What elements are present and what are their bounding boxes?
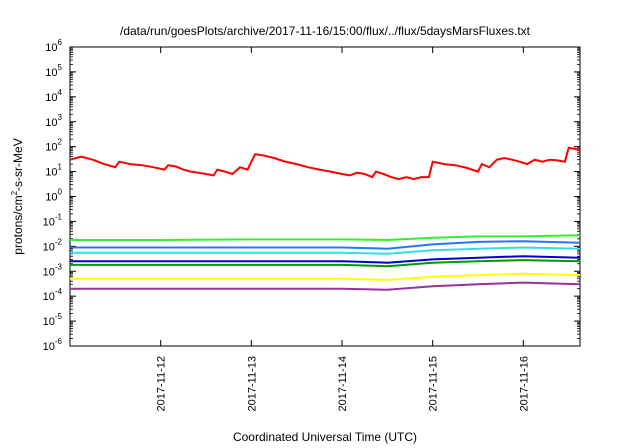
series-line-green	[70, 234, 580, 242]
y-tick-exponent: 6	[58, 38, 63, 47]
y-tick-label: 10-4	[43, 287, 63, 303]
y-tick-mantissa: 10	[45, 67, 57, 79]
x-tick-label: 2017-11-16	[518, 356, 530, 411]
y-tick-exponent: -1	[55, 212, 63, 221]
plot-frame	[69, 46, 581, 347]
y-tick-label: 10-5	[43, 312, 63, 328]
y-tick-exponent: -4	[55, 287, 63, 296]
y-tick-exponent: 1	[58, 163, 63, 172]
y-tick-label: 100	[45, 188, 62, 204]
y-tick-label: 10-3	[43, 262, 63, 278]
y-tick-exponent: 4	[58, 88, 63, 97]
series-line-cyan	[70, 246, 580, 255]
y-tick-mantissa: 10	[45, 42, 57, 54]
y-tick-exponent: 3	[58, 113, 63, 122]
y-tick-label: 106	[45, 38, 62, 54]
series-line-darkblue	[70, 255, 580, 264]
y-axis-title: protons/cm2-s-sr-MeV	[10, 138, 25, 254]
y-tick-exponent: 5	[58, 63, 63, 72]
y-axis-title-suffix: -s-sr-MeV	[11, 138, 25, 191]
y-tick-mantissa: 10	[43, 341, 55, 353]
y-tick-exponent: -6	[55, 337, 63, 346]
x-axis-title: Coordinated Universal Time (UTC)	[233, 430, 417, 444]
plot-layer: 10-610-510-410-310-210-11001011021031041…	[43, 38, 581, 411]
y-tick-mantissa: 10	[45, 92, 57, 104]
y-axis-title-superscript: 2	[10, 190, 19, 195]
y-tick-mantissa: 10	[43, 241, 55, 253]
y-tick-mantissa: 10	[43, 216, 55, 228]
x-tick-label: 2017-11-12	[156, 356, 168, 411]
series-line-purple	[70, 281, 580, 291]
y-tick-exponent: -5	[55, 312, 63, 321]
y-tick-mantissa: 10	[45, 192, 57, 204]
y-tick-mantissa: 10	[43, 316, 55, 328]
y-tick-label: 105	[45, 63, 62, 79]
y-tick-label: 103	[45, 113, 62, 129]
y-tick-exponent: 2	[58, 138, 63, 147]
series-line-red	[70, 146, 580, 181]
y-tick-mantissa: 10	[45, 117, 57, 129]
y-tick-label: 10-1	[43, 212, 63, 228]
y-tick-mantissa: 10	[43, 266, 55, 278]
x-tick-label: 2017-11-15	[428, 356, 440, 411]
y-tick-label: 102	[45, 138, 62, 154]
x-tick-label: 2017-11-14	[337, 356, 349, 411]
y-tick-exponent: -3	[55, 262, 63, 271]
chart-title: /data/run/goesPlots/archive/2017-11-16/1…	[120, 24, 531, 38]
y-tick-exponent: 0	[58, 188, 63, 197]
y-tick-label: 104	[45, 88, 62, 104]
x-tick-label: 2017-11-13	[246, 356, 258, 411]
y-tick-label: 10-6	[43, 337, 63, 353]
series-line-darkgreen	[70, 259, 580, 268]
y-tick-mantissa: 10	[45, 167, 57, 179]
y-tick-label: 101	[45, 163, 62, 179]
y-tick-mantissa: 10	[43, 291, 55, 303]
y-tick-exponent: -2	[55, 237, 63, 246]
y-tick-label: 10-2	[43, 237, 63, 253]
series-line-blue	[70, 240, 580, 250]
series-line-yellow	[70, 272, 580, 281]
y-axis-title-prefix: protons/cm	[11, 195, 25, 254]
y-tick-mantissa: 10	[45, 142, 57, 154]
